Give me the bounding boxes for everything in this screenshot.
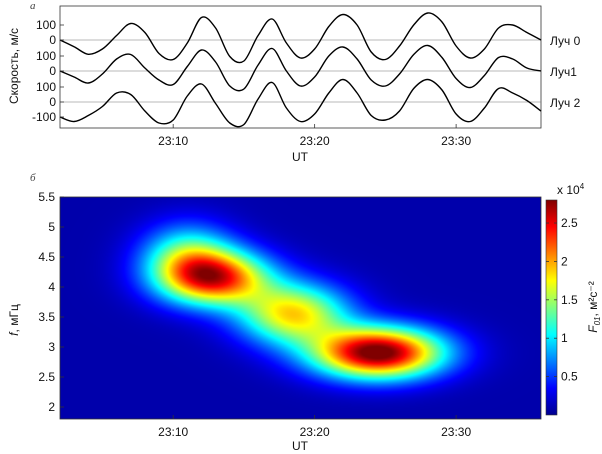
panel-b-y-axis-label: f, мГц: [7, 304, 21, 336]
panel-b: б 23:10 23:20 23:30 2 2.5 3 3.5 4 4.5 5 5.5 UT f,…: [7, 172, 602, 453]
x-tick-label: 23:20: [300, 134, 330, 148]
colorbar-tick-label: 2.5: [561, 216, 578, 230]
x-tick-label: 23:30: [441, 134, 471, 148]
panel-b-x-axis-label: UT: [292, 439, 309, 453]
heatmap-image-holder: [60, 197, 541, 419]
x-tick-label: 23:20: [300, 425, 330, 439]
panel-a-reference-lines: [60, 39, 541, 103]
colorbar-axis-label-unit: , м²с⁻²: [586, 281, 600, 316]
panel-b-y-axis-label-unit: , мГц: [7, 304, 21, 332]
y-tick-label: 4.5: [38, 250, 55, 264]
colorbar-tick-label: 1: [561, 331, 568, 345]
colorbar-axis-label: F01, м²с⁻²: [586, 281, 602, 333]
y-tick-label: 100: [36, 49, 56, 63]
y-tick-label: 100: [36, 80, 56, 94]
panel-a-label: а: [30, 0, 36, 12]
x-tick-label: 23:10: [158, 134, 188, 148]
panel-b-y-ticks: 2 2.5 3 3.5 4 4.5 5 5.5: [38, 190, 64, 414]
y-tick-label: 0: [49, 95, 56, 109]
panel-a-plot-area: [59, 5, 542, 129]
x-tick-label: 23:10: [158, 425, 188, 439]
colorbar-tick-label: 2: [561, 254, 568, 268]
colorbar-scale-text: x 10: [557, 183, 580, 197]
colorbar-scale-label: x 104: [557, 182, 585, 197]
velocity-trace: [59, 12, 542, 64]
colorbar-tick-label: 1.5: [561, 293, 578, 307]
panel-b-y-axis-label-symbol: f: [7, 331, 21, 336]
y-tick-label: 2: [48, 400, 55, 414]
panel-b-x-ticks: 23:10 23:20 23:30: [158, 415, 471, 439]
y-tick-label: 100: [36, 18, 56, 32]
y-tick-label: 3.5: [38, 310, 55, 324]
y-tick-label: 0: [49, 64, 56, 78]
colorbar-scale-exponent: 4: [580, 182, 585, 191]
y-tick-label: 0: [49, 33, 56, 47]
y-tick-label: 5: [48, 220, 55, 234]
x-tick-label: 23:30: [441, 425, 471, 439]
heatmap-canvas: [60, 197, 541, 419]
velocity-trace: [59, 44, 542, 92]
panel-a-x-ticks: 23:10 23:20 23:30: [158, 124, 471, 148]
colorbar-axis-label-symbol: F: [586, 325, 600, 333]
colorbar-ticks: 0.5 1 1.5 2 2.5: [546, 216, 578, 384]
y-tick-label: 2.5: [38, 370, 55, 384]
panel-b-frame: [59, 196, 542, 420]
y-tick-label: 3: [48, 340, 55, 354]
colorbar-axis-label-subscript: 01: [593, 317, 602, 326]
colorbar-tick-label: 0.5: [561, 370, 578, 384]
panel-a-x-axis-label: UT: [292, 150, 309, 164]
series-label: Луч 2: [550, 96, 581, 110]
panel-a-traces: [59, 12, 542, 128]
y-tick-label: -100: [32, 110, 56, 124]
velocity-trace: [59, 78, 542, 128]
y-tick-label: 4: [48, 280, 55, 294]
colorbar: 0.5 1 1.5 2 2.5 x 104 F01, м²с⁻²: [545, 182, 602, 416]
panel-b-label: б: [30, 172, 36, 184]
panel-a-y-axis-label: Скорость, м/с: [7, 28, 21, 104]
series-label: Луч 0: [550, 34, 581, 48]
series-label: Луч1: [550, 65, 577, 79]
colorbar-gradient: [545, 199, 558, 416]
panel-a-series-labels: Луч 0 Луч1 Луч 2: [550, 34, 581, 110]
y-tick-label: 5.5: [38, 190, 55, 204]
